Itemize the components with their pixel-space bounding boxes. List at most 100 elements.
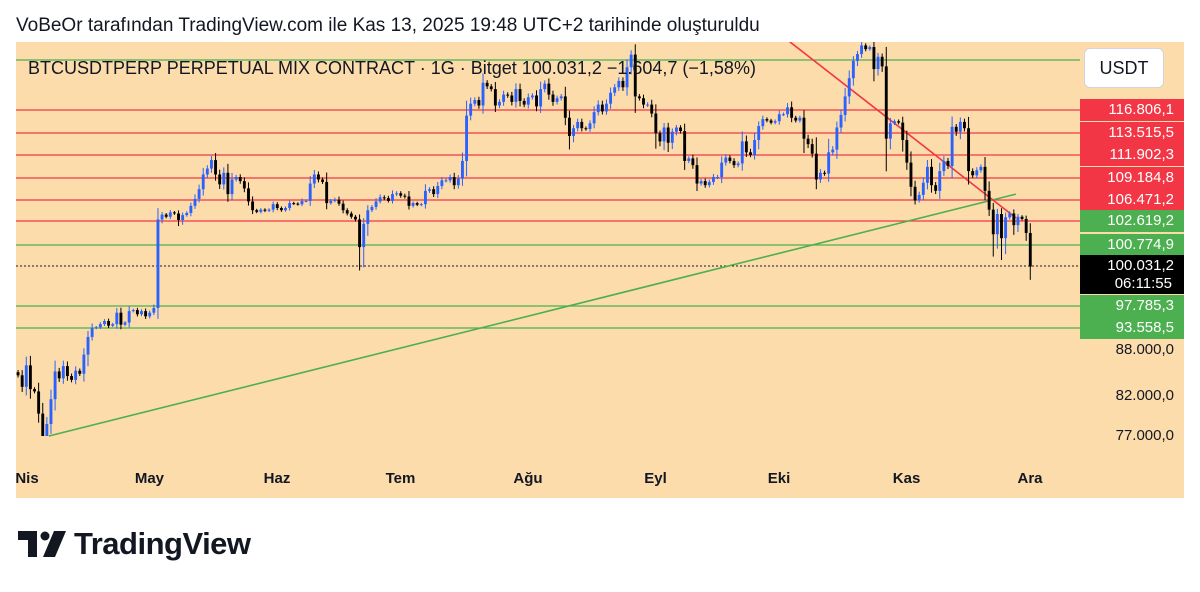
candle-body — [57, 371, 61, 379]
candle-body — [514, 89, 518, 102]
candle-body — [275, 204, 279, 209]
candle-body — [1004, 217, 1008, 239]
candle-body — [888, 123, 892, 139]
candle-body — [436, 185, 440, 195]
candle-body — [411, 203, 415, 206]
candle-body — [271, 204, 275, 210]
time-label: Eyl — [644, 470, 667, 487]
candle-body — [98, 324, 102, 328]
candle-body — [942, 160, 946, 172]
candle-body — [539, 89, 543, 107]
candle-body — [160, 214, 164, 220]
candle-body — [345, 210, 349, 214]
candle-body — [510, 95, 514, 102]
candle-body — [255, 210, 259, 212]
candle-body — [156, 219, 160, 309]
candle-body — [49, 399, 53, 424]
time-label: Kas — [892, 470, 921, 487]
chart-area[interactable] — [16, 42, 1184, 498]
candle-body — [958, 121, 962, 132]
candle-body — [461, 160, 464, 179]
tradingview-logo[interactable]: TradingView — [18, 526, 251, 562]
candle-body — [567, 117, 571, 136]
candle-body — [876, 56, 880, 70]
candle-body — [600, 104, 604, 112]
chart-canvas[interactable] — [16, 42, 1184, 498]
candle-body — [20, 375, 24, 387]
candle-body — [189, 205, 193, 213]
candle-body — [753, 140, 757, 156]
candle-body — [605, 103, 608, 112]
candle-body — [506, 94, 510, 96]
candle-body — [251, 201, 255, 211]
candle-body — [893, 121, 896, 124]
candle-body — [477, 100, 481, 106]
candle-body — [230, 179, 234, 195]
candle-body — [107, 321, 111, 326]
candle-body — [1024, 218, 1028, 233]
candle-body — [391, 194, 394, 201]
candle-body — [498, 101, 501, 106]
chart-created-caption: VoBeOr tarafından TradingView.com ile Ka… — [16, 15, 760, 36]
candle-body — [609, 92, 613, 104]
candle-body — [284, 208, 287, 211]
candle-body — [518, 89, 522, 101]
candle-body — [28, 365, 32, 390]
candle-body — [288, 203, 292, 209]
candle-body — [934, 185, 938, 191]
candle-body — [835, 127, 839, 150]
candle-body — [41, 413, 45, 436]
candle-body — [872, 47, 876, 70]
candle-body — [374, 201, 378, 207]
candle-body — [868, 47, 872, 50]
candle-body — [839, 114, 843, 128]
candle-body — [522, 100, 526, 105]
candle-body — [921, 182, 925, 195]
currency-button[interactable]: USDT — [1084, 48, 1164, 88]
candle-body — [913, 186, 917, 201]
candle-body — [983, 166, 987, 191]
candle-body — [210, 160, 213, 169]
candle-body — [625, 67, 629, 88]
candle-body — [135, 310, 139, 315]
candle-body — [613, 87, 617, 93]
candle-body — [703, 181, 707, 186]
candle-body — [769, 120, 773, 123]
candle-body — [975, 170, 979, 176]
candle-body — [818, 172, 822, 180]
candle-body — [296, 203, 300, 205]
candle-body — [382, 197, 386, 199]
candle-body — [851, 60, 855, 79]
candle-body — [366, 210, 370, 224]
candle-body — [201, 174, 205, 190]
candle-body — [1028, 232, 1032, 267]
candle-body — [646, 104, 650, 106]
candle-body — [967, 128, 971, 172]
candle-body — [452, 177, 456, 186]
candle-body — [407, 196, 411, 206]
candle-body — [526, 97, 530, 105]
candle-body — [214, 160, 218, 175]
candle-body — [65, 366, 69, 377]
candle-body — [995, 214, 999, 235]
candle-body — [469, 103, 473, 116]
candle-body — [432, 189, 436, 195]
candle-body — [473, 100, 477, 104]
candle-body — [963, 121, 966, 129]
candle-body — [547, 83, 551, 95]
candle-body — [16, 372, 20, 376]
candle-body — [938, 171, 942, 191]
time-label: Haz — [263, 470, 291, 487]
candle-body — [679, 127, 682, 132]
candle-body — [596, 104, 600, 113]
candle-body — [493, 89, 497, 106]
candle-body — [378, 197, 382, 202]
candle-body — [773, 121, 777, 123]
candle-body — [670, 131, 674, 143]
candle-body — [370, 206, 374, 211]
candle-body — [423, 190, 427, 205]
candle-body — [185, 212, 189, 216]
candle-body — [674, 127, 678, 132]
candle-body — [847, 78, 851, 97]
candle-body — [481, 82, 485, 106]
